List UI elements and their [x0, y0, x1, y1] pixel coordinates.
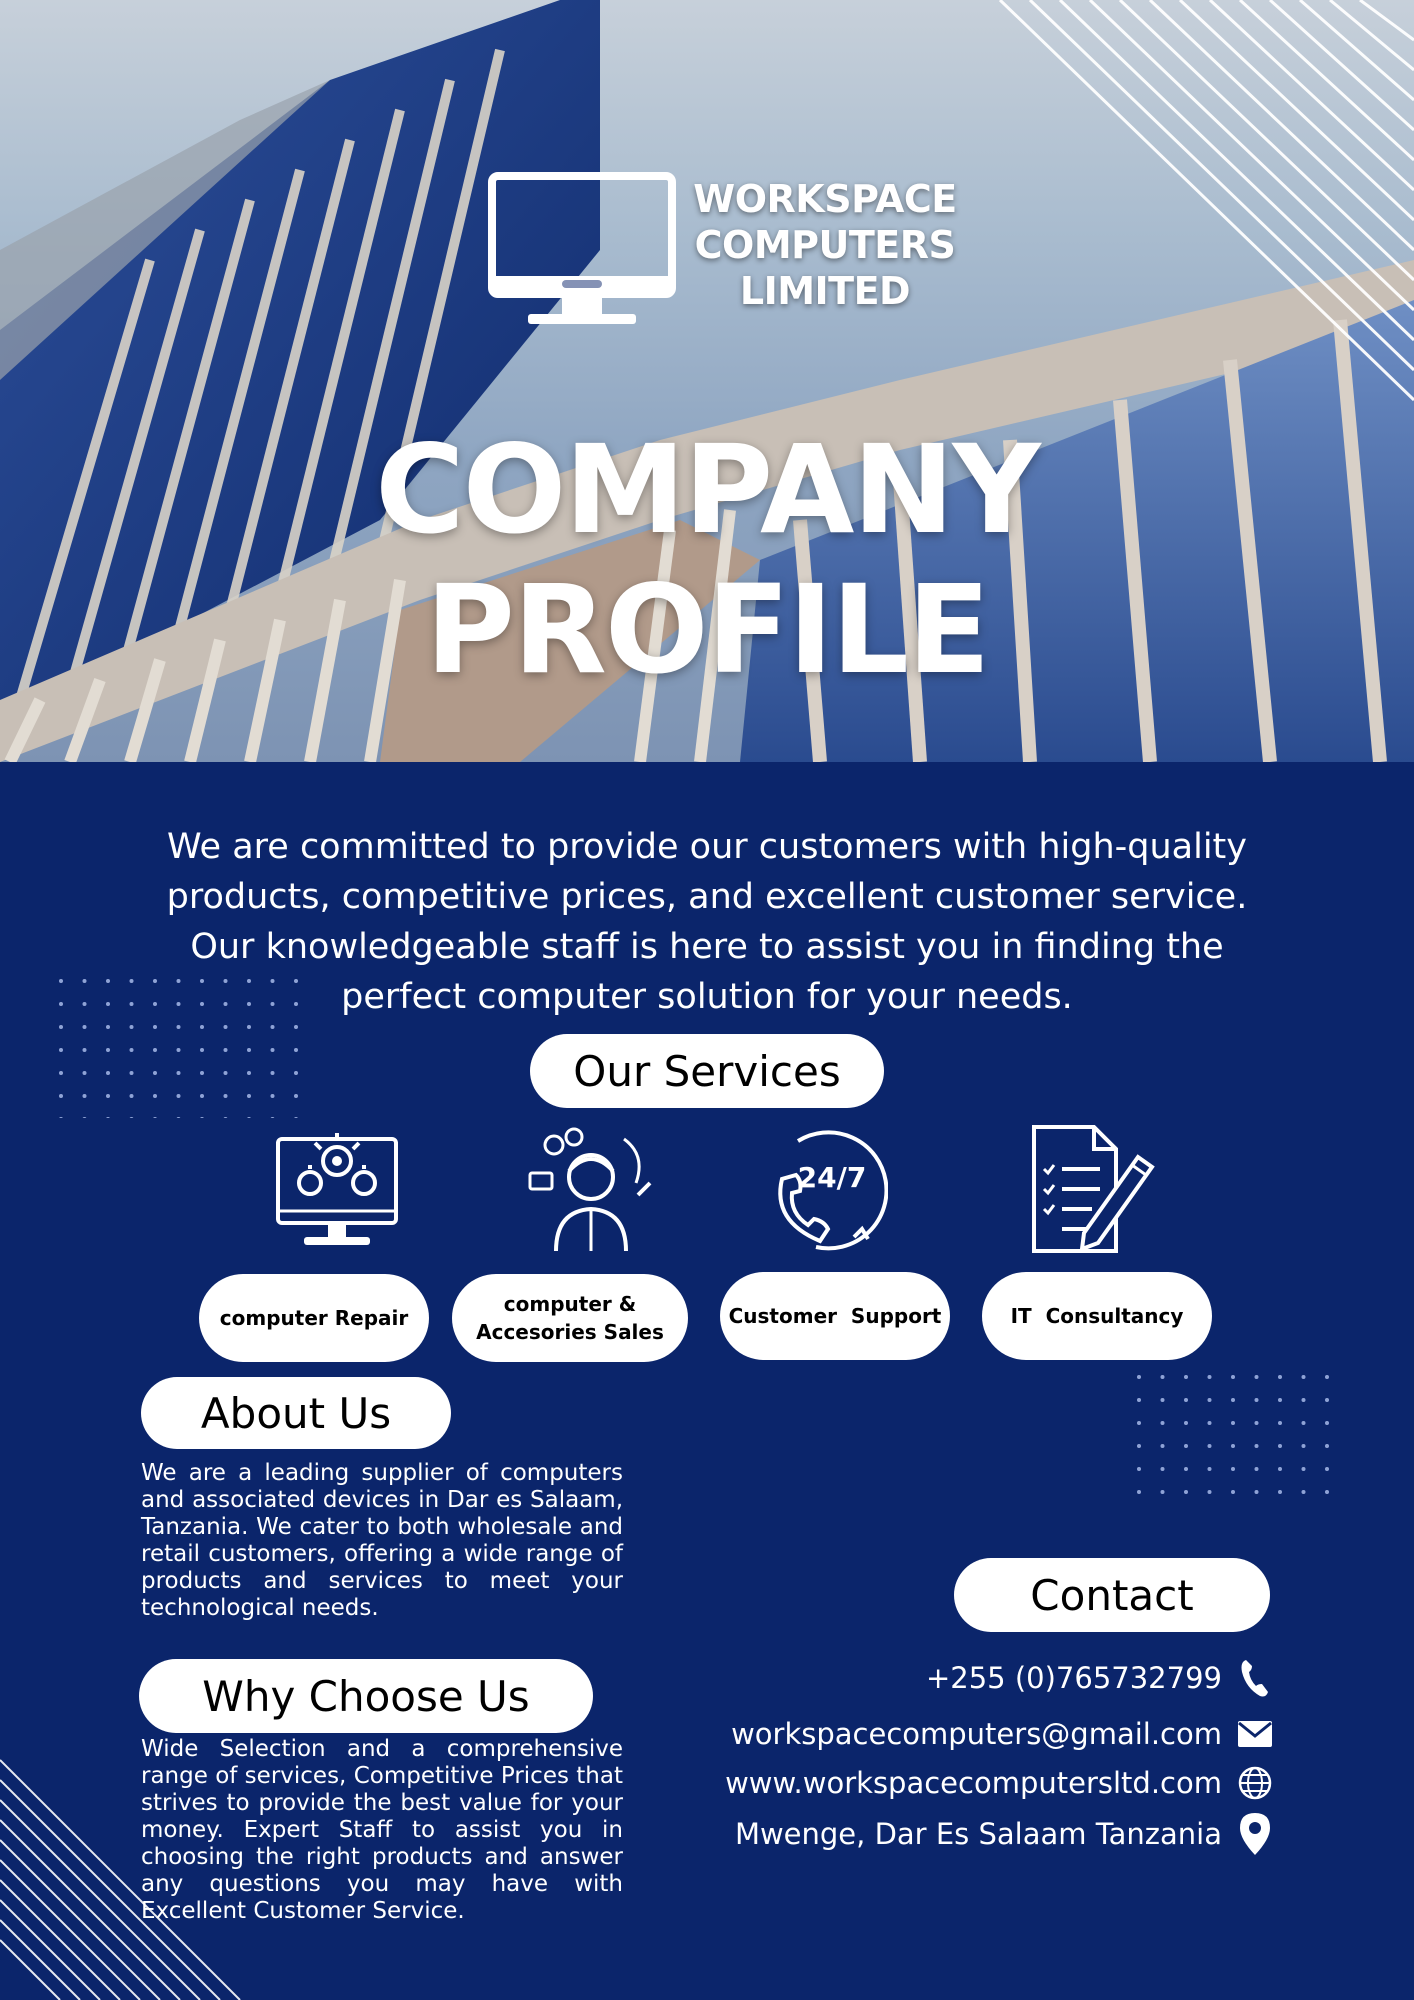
- contact-phone[interactable]: +255 (0)765732799: [926, 1656, 1272, 1700]
- globe-icon: [1238, 1763, 1272, 1803]
- contact-website[interactable]: www.workspacecomputersltd.com: [725, 1761, 1272, 1805]
- location-pin-icon: [1238, 1813, 1272, 1855]
- intro-line-1: We are committed to provide our customer…: [167, 827, 1247, 867]
- decorative-lines: [0, 1759, 241, 2000]
- company-logo: WORKSPACE COMPUTERS LIMITED: [488, 172, 968, 332]
- why-text: Wide Selection and a comprehensive range…: [141, 1736, 623, 1924]
- monitor-gears-icon: [276, 1133, 398, 1245]
- about-heading: About Us: [141, 1377, 451, 1449]
- logo-line-3: LIMITED: [739, 269, 911, 313]
- service-label-line-1: computer &: [503, 1292, 637, 1316]
- service-label: Customer Support: [728, 1304, 942, 1328]
- phone-icon: [1238, 1658, 1272, 1698]
- intro-line-3: Our knowledgeable staff is here to assis…: [190, 927, 1224, 967]
- intro-line-2: products, competitive prices, and excell…: [166, 877, 1248, 917]
- service-customer-support: Customer Support: [720, 1272, 950, 1360]
- why-heading: Why Choose Us: [139, 1659, 593, 1733]
- services-heading: Our Services: [530, 1034, 884, 1108]
- website-url[interactable]: www.workspacecomputersltd.com: [725, 1766, 1222, 1800]
- logo-line-1: WORKSPACE: [693, 177, 957, 221]
- intro-statement: We are committed to provide our customer…: [120, 822, 1294, 1022]
- phone-number[interactable]: +255 (0)765732799: [925, 1661, 1222, 1695]
- hero-title-line-2: PROFILE: [425, 559, 991, 701]
- dot-pattern-left: [58, 978, 308, 1118]
- phone-24-7-icon: 24/7: [778, 1130, 888, 1251]
- svg-text:24/7: 24/7: [798, 1161, 867, 1194]
- address-text: Mwenge, Dar Es Salaam Tanzania: [734, 1817, 1222, 1851]
- sales-person-icon: [528, 1127, 652, 1252]
- contact-heading: Contact: [954, 1558, 1270, 1632]
- service-it-consultancy: IT Consultancy: [982, 1272, 1212, 1360]
- contact-address: Mwenge, Dar Es Salaam Tanzania: [735, 1812, 1272, 1856]
- service-label: computer Repair: [219, 1306, 409, 1330]
- service-label: IT Consultancy: [1010, 1304, 1184, 1328]
- monitor-logo-icon: [488, 172, 676, 324]
- service-label-line-2: Accesories Sales: [476, 1320, 664, 1344]
- dot-pattern-right: [1136, 1374, 1346, 1494]
- envelope-icon: [1238, 1714, 1272, 1754]
- document-pen-icon: [1032, 1125, 1155, 1253]
- contact-email[interactable]: workspacecomputers@gmail.com: [731, 1712, 1272, 1756]
- logo-wordmark: WORKSPACE COMPUTERS LIMITED: [680, 176, 970, 314]
- hero-title-line-1: COMPANY: [375, 419, 1041, 561]
- hero-banner: WORKSPACE COMPUTERS LIMITED COMPANY PROF…: [0, 0, 1414, 762]
- email-address[interactable]: workspacecomputers@gmail.com: [731, 1717, 1222, 1751]
- about-text: We are a leading supplier of computers a…: [141, 1460, 623, 1621]
- building-photo: [0, 0, 1414, 762]
- intro-line-4: perfect computer solution for your needs…: [341, 977, 1073, 1017]
- service-computer-repair: computer Repair: [199, 1274, 429, 1362]
- logo-line-2: COMPUTERS: [694, 223, 956, 267]
- service-computer-sales: computer & Accesories Sales: [452, 1274, 688, 1362]
